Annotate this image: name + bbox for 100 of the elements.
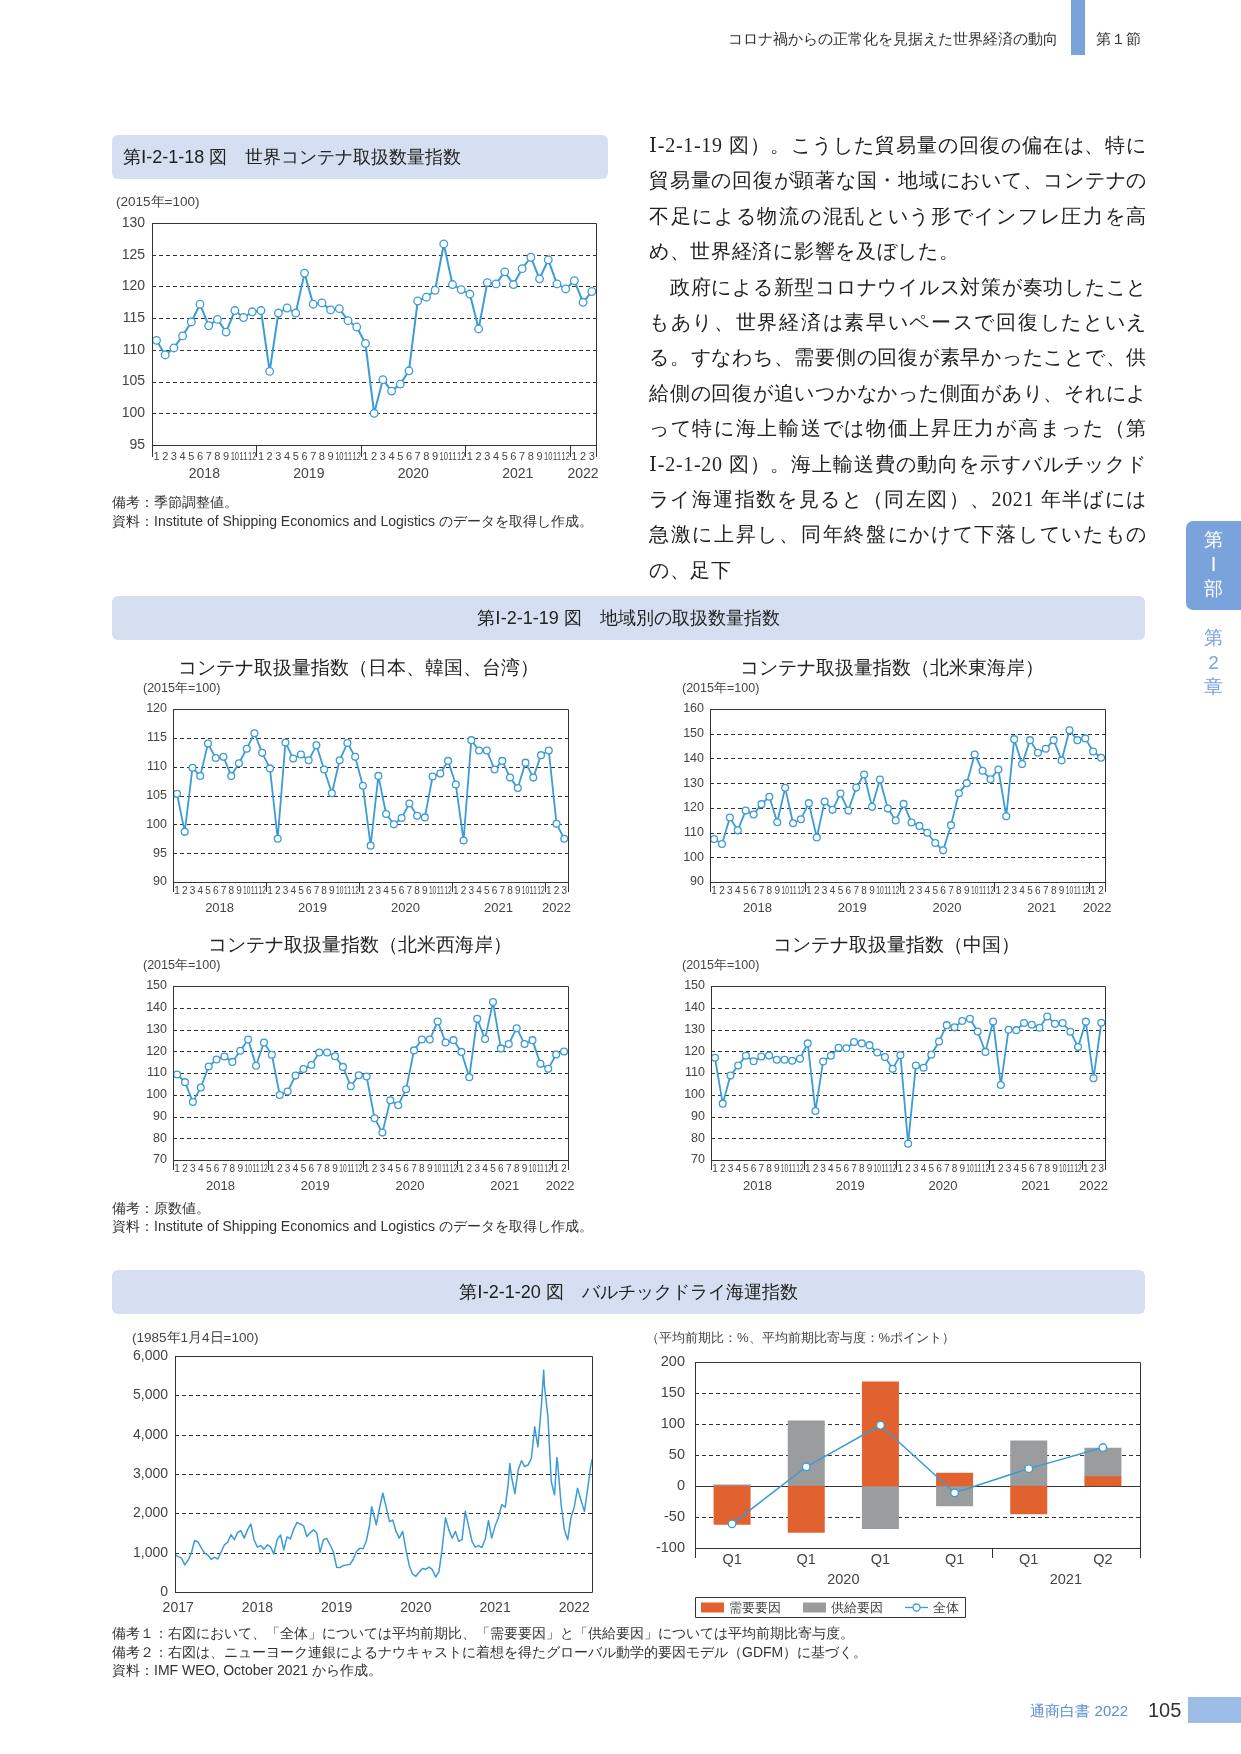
point — [1058, 1018, 1067, 1028]
text: 政府による新型コロナウイルス対策が奏功したこともあり、世界経済は素早いペースで回復したといえる。すなわち、需要側の回復が素早かったことで、供給側の回復が追いつかなかった側面があり、それによって特に海上輸送では物価上昇圧力が高まった（第 Ⅰ-2-1-20 図）。海上輸送費の動向を示すバルチックドライ海運指数を見ると（同左図）、2021 年半ばには急激に上昇し、同年終盤にかけて下落していたものの、足下 — [649, 275, 1147, 581]
point — [152, 335, 161, 345]
bar — [787, 1420, 825, 1487]
point — [528, 1036, 537, 1045]
point — [448, 280, 457, 289]
y-tick-label: 130 — [683, 775, 705, 790]
y-tick-label: 120 — [146, 701, 168, 716]
x-tick-label: 12 — [457, 449, 466, 463]
point — [307, 1060, 316, 1069]
point — [289, 754, 298, 763]
point — [420, 813, 429, 822]
x-tick-label: 4 — [292, 1162, 299, 1174]
point — [425, 1035, 434, 1044]
x-tick-label: 6 — [308, 1162, 315, 1174]
x-tick-label: 7 — [758, 884, 765, 896]
point — [717, 839, 727, 848]
x-tick-label: 4 — [829, 884, 836, 896]
x-tick-label: 11 — [448, 449, 457, 463]
point — [343, 316, 353, 326]
point — [934, 1037, 944, 1046]
point — [962, 779, 971, 788]
x-tick-label: 11 — [529, 884, 538, 897]
point — [773, 818, 782, 827]
x-tick-label: 2020 — [400, 1598, 432, 1615]
text: 2022 — [542, 899, 571, 915]
x-tick-label: 6 — [1028, 1162, 1035, 1174]
point — [186, 317, 196, 327]
text: 2022 — [545, 1177, 575, 1193]
point — [828, 805, 837, 814]
y-axis-title: (2015年=100) — [682, 681, 760, 696]
point — [883, 804, 892, 813]
x-tick-label: 11 — [884, 884, 892, 897]
text: 備考２：右図は、ニューヨーク連銀によるナウキャストに着想を得たグローバル動学的要因モデル（GDFM）に基づく。 — [112, 1642, 869, 1661]
x-tick-label: 11 — [881, 1162, 889, 1175]
y-tick-label: 95 — [153, 845, 168, 860]
y-axis-title: (2015年=100) — [143, 958, 221, 973]
chart-title: 第Ⅰ-2-1-18 図 世界コンテナ取扱数量指数 — [112, 135, 608, 179]
point — [496, 1044, 505, 1053]
x-tick-label: 4 — [482, 1162, 489, 1174]
x-tick-label: 3 — [379, 1162, 386, 1174]
text: 第Ⅰ部 — [1186, 521, 1241, 610]
point — [970, 750, 979, 759]
x-tick-label: 12 — [248, 449, 257, 463]
legend-label: 全体 — [933, 1600, 959, 1616]
point — [965, 1014, 974, 1023]
point — [812, 833, 821, 842]
point — [481, 1035, 490, 1044]
x-tick-label: 10 — [244, 1162, 253, 1175]
text: 2022 — [567, 464, 599, 481]
x-tick-label: 5 — [292, 450, 299, 463]
point — [230, 306, 240, 315]
point — [560, 834, 568, 843]
point — [520, 1040, 529, 1049]
x-tick-label: 1 — [257, 450, 265, 463]
x-tick-label: 1 — [362, 450, 369, 463]
x-tick-label: Q1 — [870, 1551, 891, 1567]
legend-label: 需要要因 — [729, 1600, 781, 1616]
point — [441, 1038, 450, 1047]
x-tick-label: 7 — [406, 884, 413, 896]
point — [160, 350, 170, 360]
x-tick-label: 2 — [371, 450, 378, 463]
point — [844, 806, 853, 815]
x-tick-label: 2 — [580, 450, 587, 463]
point — [1025, 736, 1035, 745]
x-tick-label: 1 — [900, 884, 907, 896]
x-tick-label: 10 — [781, 884, 790, 897]
point — [1002, 812, 1011, 821]
point — [950, 1023, 959, 1032]
point — [404, 366, 414, 376]
x-tick-label: 5 — [391, 884, 398, 896]
point — [733, 826, 742, 835]
point — [517, 264, 527, 274]
y-tick-label: -100 — [655, 1539, 685, 1555]
x-tick-label: 10 — [434, 1162, 442, 1175]
point — [1043, 1012, 1052, 1021]
x-tick-label: 8 — [229, 1162, 236, 1174]
point — [1010, 735, 1019, 744]
x-tick-label: 7 — [948, 884, 955, 896]
x-tick-label: 3 — [1098, 1162, 1105, 1174]
x-tick-label: 6 — [213, 1162, 220, 1174]
point — [490, 765, 499, 774]
x-tick-label: 4 — [1013, 1162, 1020, 1174]
x-tick-label: 9 — [236, 884, 243, 896]
point — [227, 771, 236, 780]
x-tick-label: Q1 — [796, 1551, 816, 1567]
x-tick-label: 3 — [913, 1162, 920, 1174]
x-tick-label: 3 — [727, 1162, 734, 1174]
x-tick-label: 4 — [492, 450, 500, 463]
point — [954, 789, 963, 798]
x-tick-label: 10 — [528, 1162, 537, 1175]
x-tick-label: 7 — [1036, 1162, 1043, 1174]
text: 第１節 — [1096, 30, 1141, 47]
x-tick-label: 5 — [928, 1162, 935, 1174]
x-tick-label: 3 — [821, 884, 828, 896]
point — [946, 821, 956, 830]
y-tick-label: 140 — [683, 750, 705, 765]
text: 2021 — [1021, 1177, 1051, 1193]
bar — [936, 1472, 974, 1487]
point — [413, 296, 423, 306]
